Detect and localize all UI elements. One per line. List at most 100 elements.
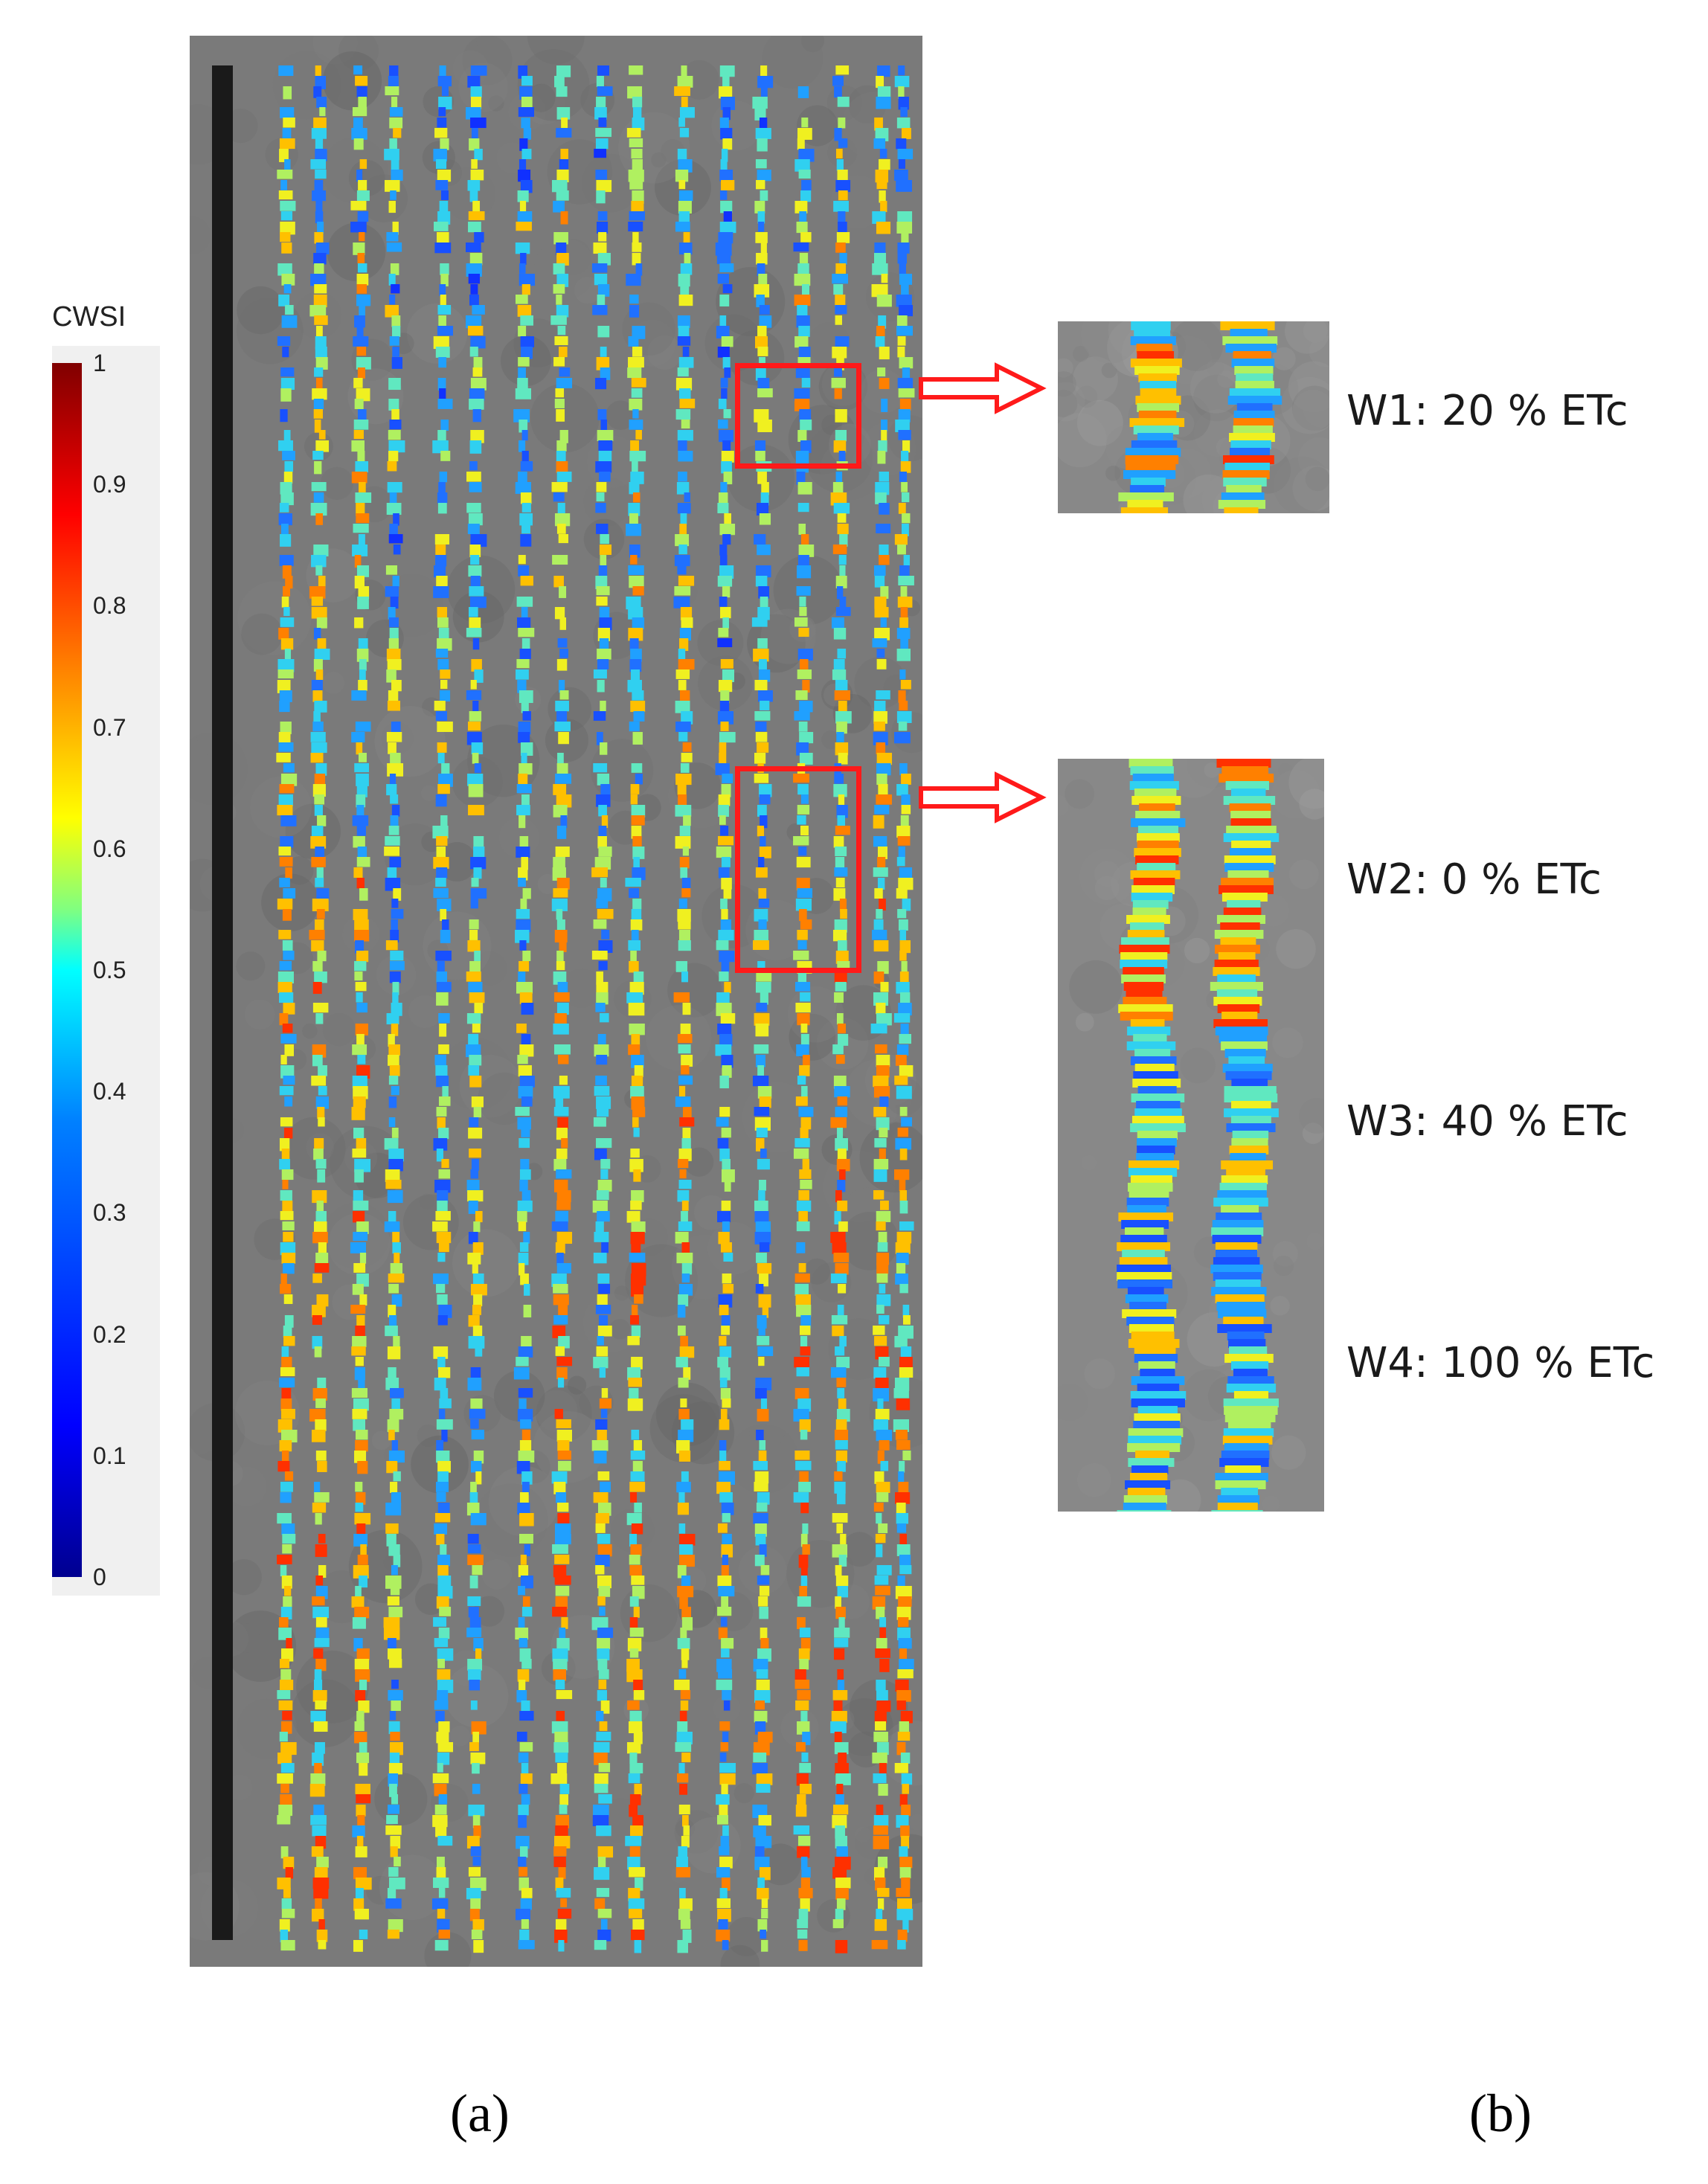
crop-row-pixel bbox=[874, 1576, 889, 1585]
crop-row-pixel bbox=[315, 170, 327, 179]
crop-row-pixel bbox=[518, 357, 530, 367]
soil-texture bbox=[302, 1023, 318, 1039]
crop-row-pixel bbox=[879, 1659, 890, 1672]
crop-row-pixel bbox=[521, 430, 528, 441]
crop-row-pixel bbox=[355, 1669, 370, 1682]
crop-row-pixel bbox=[879, 545, 889, 556]
crop-row-pixel bbox=[835, 878, 845, 888]
crop-canopy-pixel bbox=[1134, 789, 1177, 797]
crop-row-pixel bbox=[315, 669, 324, 680]
crop-row-pixel bbox=[800, 1180, 812, 1189]
crop-row-pixel bbox=[388, 1096, 397, 1108]
soil-texture bbox=[842, 1532, 877, 1567]
crop-row-pixel bbox=[516, 847, 530, 858]
crop-row-pixel bbox=[470, 576, 481, 589]
crop-row-pixel bbox=[800, 826, 809, 836]
crop-row-pixel bbox=[835, 607, 851, 617]
colorbar-tick-label: 0.1 bbox=[93, 1442, 126, 1469]
crop-row-pixel bbox=[839, 597, 847, 608]
crop-row-pixel bbox=[754, 1523, 767, 1537]
crop-row-pixel bbox=[758, 690, 773, 702]
crop-row-pixel bbox=[881, 399, 888, 412]
crop-row-pixel bbox=[353, 1638, 363, 1651]
crop-row-pixel bbox=[278, 513, 292, 526]
crop-row-pixel bbox=[678, 1294, 689, 1307]
crop-row-pixel bbox=[470, 118, 487, 129]
crop-row-pixel bbox=[468, 982, 483, 994]
crop-row-pixel bbox=[391, 97, 398, 109]
crop-row-pixel bbox=[680, 1628, 687, 1639]
crop-row-pixel bbox=[681, 711, 693, 725]
crop-row-pixel bbox=[472, 1784, 481, 1794]
label-w3: W3: 40 % ETc bbox=[1346, 1097, 1628, 1146]
crop-row-pixel bbox=[797, 503, 809, 513]
crop-row-pixel bbox=[281, 1451, 289, 1462]
crop-row-pixel bbox=[555, 1596, 568, 1609]
crop-row-pixel bbox=[834, 690, 850, 701]
crop-row-pixel bbox=[315, 1013, 324, 1024]
crop-row-pixel bbox=[283, 430, 291, 443]
crop-row-pixel bbox=[390, 1482, 398, 1493]
crop-row-pixel bbox=[277, 805, 293, 816]
crop-row-pixel bbox=[473, 847, 485, 858]
crop-row-pixel bbox=[874, 1471, 884, 1484]
crop-row-pixel bbox=[284, 1471, 294, 1481]
crop-row-pixel bbox=[877, 86, 891, 100]
crop-row-pixel bbox=[798, 170, 811, 179]
crop-row-pixel bbox=[758, 1294, 771, 1308]
crop-row-pixel bbox=[880, 1201, 889, 1210]
crop-row-pixel bbox=[471, 1159, 479, 1171]
crop-row-pixel bbox=[759, 1867, 771, 1881]
crop-row-pixel bbox=[794, 1680, 810, 1689]
crop-row-pixel bbox=[557, 1440, 570, 1451]
crop-row-pixel bbox=[682, 347, 690, 357]
crop-row-pixel bbox=[760, 836, 766, 847]
crop-row-pixel bbox=[872, 211, 886, 224]
crop-row-pixel bbox=[515, 1628, 529, 1640]
crop-row-pixel bbox=[595, 1523, 606, 1533]
crop-row-pixel bbox=[309, 930, 325, 940]
crop-row-pixel bbox=[596, 524, 609, 534]
crop-row-pixel bbox=[356, 1221, 369, 1234]
crop-row-pixel bbox=[317, 815, 327, 826]
crop-row-pixel bbox=[279, 149, 289, 162]
crop-row-pixel bbox=[678, 1086, 686, 1099]
crop-row-pixel bbox=[360, 1544, 367, 1558]
crop-row-pixel bbox=[678, 1378, 689, 1388]
crop-row-pixel bbox=[466, 732, 482, 745]
crop-row-pixel bbox=[797, 784, 809, 795]
crop-row-pixel bbox=[715, 763, 730, 776]
soil-texture bbox=[848, 85, 887, 124]
crop-row-pixel bbox=[286, 1638, 292, 1651]
crop-row-pixel bbox=[469, 961, 481, 974]
crop-row-pixel bbox=[518, 690, 533, 704]
crop-row-pixel bbox=[833, 784, 847, 797]
crop-row-pixel bbox=[834, 1211, 841, 1224]
crop-row-pixel bbox=[437, 1201, 448, 1213]
crop-row-pixel bbox=[391, 284, 400, 294]
crop-row-pixel bbox=[390, 794, 399, 804]
crop-row-pixel bbox=[558, 732, 569, 745]
crop-canopy-pixel bbox=[1128, 1428, 1184, 1437]
crop-row-pixel bbox=[282, 1201, 293, 1213]
crop-row-pixel bbox=[355, 1784, 371, 1794]
crop-row-pixel bbox=[474, 1003, 484, 1014]
crop-row-pixel bbox=[279, 1013, 289, 1026]
crop-row-pixel bbox=[794, 295, 811, 306]
crop-row-pixel bbox=[309, 1409, 326, 1422]
crop-row-pixel bbox=[719, 1367, 731, 1381]
crop-row-pixel bbox=[440, 295, 446, 308]
crop-row-pixel bbox=[592, 1201, 608, 1213]
crop-row-pixel bbox=[678, 1909, 690, 1920]
crop-canopy-pixel bbox=[1121, 937, 1169, 946]
crop-row-pixel bbox=[385, 1523, 399, 1534]
crop-row-pixel bbox=[627, 1638, 642, 1651]
crop-row-pixel bbox=[754, 1555, 765, 1567]
crop-row-pixel bbox=[521, 97, 533, 109]
crop-canopy-pixel bbox=[1137, 403, 1180, 412]
crop-row-pixel bbox=[876, 1211, 891, 1222]
crop-row-pixel bbox=[873, 138, 886, 149]
crop-row-pixel bbox=[838, 1221, 848, 1232]
crop-row-pixel bbox=[437, 1471, 449, 1483]
crop-row-pixel bbox=[900, 1711, 913, 1724]
